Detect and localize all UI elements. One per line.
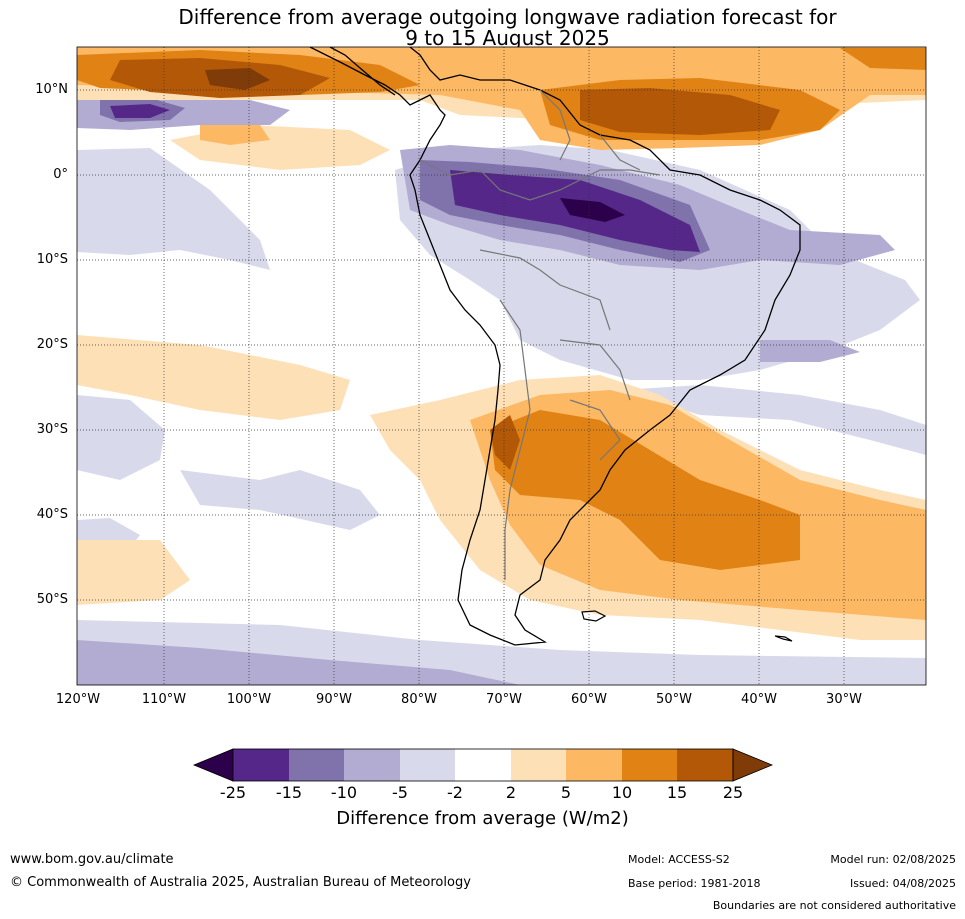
lat-label-40s: 40°S: [36, 507, 68, 522]
colorbar-tick: 25: [722, 783, 744, 802]
colorbar-swatch-9: [677, 749, 733, 781]
lon-label-70w: 70°W: [486, 692, 522, 707]
lon-label-30w: 30°W: [826, 692, 862, 707]
colorbar-swatch-7: [566, 749, 622, 781]
lat-label-0: 0°: [53, 167, 68, 182]
colorbar-tick: 15: [666, 783, 688, 802]
footer-issued: Issued: 04/08/2025: [849, 877, 956, 890]
anomaly-map: [76, 46, 927, 686]
anomaly-pos-above-25: [205, 68, 270, 90]
colorbar-tick: -5: [392, 783, 408, 802]
footer-model-run: Model run: 02/08/2025: [830, 853, 956, 866]
footer-base-period: Base period: 1981-2018: [628, 877, 761, 890]
colorbar-extend-high: [732, 748, 774, 782]
lon-label-110w: 110°W: [141, 692, 187, 707]
central-america-coastline: [329, 47, 396, 96]
footer-boundaries-note: Boundaries are not considered authoritat…: [712, 899, 956, 912]
colorbar-label: Difference from average (W/m2): [336, 808, 629, 829]
graticule: [77, 47, 926, 685]
colorbar-swatch-1: [233, 749, 289, 781]
colorbar-swatch-4: [400, 749, 455, 781]
lat-label-10s: 10°S: [36, 252, 68, 267]
lon-label-40w: 40°W: [741, 692, 777, 707]
colorbar-tick: -2: [447, 783, 463, 802]
country-borders: [419, 89, 661, 580]
anomaly-pos-15-to-25: [110, 58, 780, 470]
map-title-line1: Difference from average outgoing longwav…: [178, 5, 837, 29]
colorbar-tick: 5: [560, 783, 572, 802]
lon-label-60w: 60°W: [571, 692, 607, 707]
falklands-coastline: [581, 610, 607, 622]
lon-label-80w: 80°W: [401, 692, 437, 707]
footer-url: www.bom.gov.au/climate: [10, 852, 174, 867]
colorbar-swatch-2: [289, 749, 344, 781]
south-america-coastline: [309, 47, 801, 646]
colorbar-tick: 10: [611, 783, 633, 802]
lat-label-50s: 50°S: [36, 592, 68, 607]
colorbar-frame: [232, 748, 734, 782]
colorbar-tick: 2: [505, 783, 517, 802]
lat-label-20s: 20°S: [36, 337, 68, 352]
lon-label-120w: 120°W: [55, 692, 101, 707]
map-title-line2: 9 to 15 August 2025: [405, 26, 610, 50]
map-frame: [76, 46, 927, 686]
colorbar-tick: -25: [219, 783, 247, 802]
colorbar-extend-low: [192, 748, 234, 782]
lat-label-10n: 10°N: [35, 82, 68, 97]
footer-copyright: © Commonwealth of Australia 2025, Austra…: [10, 875, 471, 890]
colorbar-swatch-8: [622, 749, 677, 781]
colorbar-tick: -15: [275, 783, 303, 802]
lon-label-50w: 50°W: [656, 692, 692, 707]
south-georgia-coastline: [774, 635, 793, 642]
anomaly-neg-below-25: [560, 198, 625, 222]
colorbar: [192, 748, 774, 782]
colorbar-swatch-6: [511, 749, 566, 781]
lon-label-90w: 90°W: [316, 692, 352, 707]
lat-label-30s: 30°S: [36, 422, 68, 437]
colorbar-swatch-3: [344, 749, 400, 781]
colorbar-swatch-5: [455, 749, 511, 781]
lon-label-100w: 100°W: [226, 692, 272, 707]
footer-model: Model: ACCESS-S2: [628, 853, 730, 866]
colorbar-tick: -10: [330, 783, 358, 802]
